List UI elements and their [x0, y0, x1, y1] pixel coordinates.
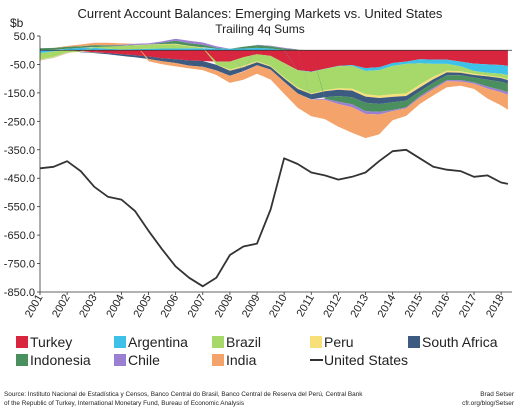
area-brazil — [40, 44, 508, 96]
x-tick-label: 2010 — [267, 293, 290, 320]
area-india — [40, 42, 508, 139]
legend-swatch-india — [212, 354, 224, 366]
y-tick-label: -250.0 — [4, 116, 35, 128]
chart-title: Current Account Balances: Emerging Marke… — [78, 6, 443, 21]
legend-swatch-south-africa — [408, 336, 420, 348]
y-tick-label: -650.0 — [4, 230, 35, 242]
y-tick-label: -450.0 — [4, 173, 35, 185]
legend-swatch-peru — [310, 336, 322, 348]
y-tick-label: -850.0 — [4, 287, 35, 299]
x-tick-label: 2005 — [131, 293, 154, 320]
x-tick-label: 2006 — [159, 293, 182, 320]
legend-label-india: India — [226, 352, 257, 368]
x-tick-label: 2009 — [240, 293, 263, 320]
x-tick-label: 2013 — [348, 293, 371, 320]
line-united-states — [39, 148, 509, 288]
x-tick-label: 2016 — [430, 293, 453, 320]
y-axis-label: $b — [10, 16, 24, 30]
legend-label-chile: Chile — [128, 352, 160, 368]
y-tick-label: -750.0 — [4, 259, 35, 271]
x-tick-label: 2004 — [104, 293, 127, 320]
credit-site: cfr.org/blog/Setser — [462, 400, 515, 407]
plot-area — [39, 36, 512, 293]
legend-label-united-states: United States — [324, 352, 408, 368]
x-tick-label: 2003 — [77, 293, 100, 320]
legend-label-peru: Peru — [324, 334, 354, 350]
legend-swatch-chile — [114, 354, 126, 366]
x-tick-label: 2017 — [457, 293, 480, 320]
source-note-line-2: of the Republic of Turkey, International… — [4, 400, 244, 407]
legend-label-argentina: Argentina — [128, 334, 188, 350]
x-tick-label: 2007 — [186, 293, 209, 320]
x-tick-label: 2011 — [295, 293, 317, 319]
source-note-line-1: Source: Instituto Nacional de Estadístic… — [4, 391, 363, 398]
legend-swatch-turkey — [16, 336, 28, 348]
area-turkey — [40, 49, 508, 72]
legend-swatch-brazil — [212, 336, 224, 348]
legend-label-turkey: Turkey — [30, 334, 72, 350]
x-tick-label: 2008 — [213, 293, 236, 320]
legend: Turkey Argentina Brazil Peru South Africa Ind… — [16, 334, 498, 368]
x-tick-label: 2002 — [50, 293, 73, 320]
y-tick-label: 50.0 — [14, 31, 35, 43]
y-tick-label: -550.0 — [4, 202, 35, 214]
legend-swatch-indonesia — [16, 354, 28, 366]
x-tick-label: 2018 — [484, 293, 507, 320]
legend-label-brazil: Brazil — [226, 334, 261, 350]
legend-label-south-africa: South Africa — [422, 334, 498, 350]
legend-swatch-argentina — [114, 336, 126, 348]
x-tick-label: 2014 — [376, 293, 399, 320]
credit-author: Brad Setser — [480, 391, 515, 398]
x-tick-label: 2015 — [403, 293, 426, 320]
y-tick-label: -150.0 — [4, 88, 35, 100]
area-argentina — [40, 47, 508, 75]
y-axis-ticks: 50.0 -50.0 -150.0 -250.0 -350.0 -450.0 -550.0 -… — [4, 31, 40, 299]
legend-label-indonesia: Indonesia — [30, 352, 91, 368]
y-tick-label: -50.0 — [10, 59, 35, 71]
x-axis-ticks: 2001 2002 2003 2004 2005 2006 2007 2008 2009 2010… — [23, 292, 507, 320]
y-tick-label: -350.0 — [4, 145, 35, 157]
chart-subtitle: Trailing 4q Sums — [215, 22, 305, 36]
x-tick-label: 2012 — [321, 293, 344, 320]
